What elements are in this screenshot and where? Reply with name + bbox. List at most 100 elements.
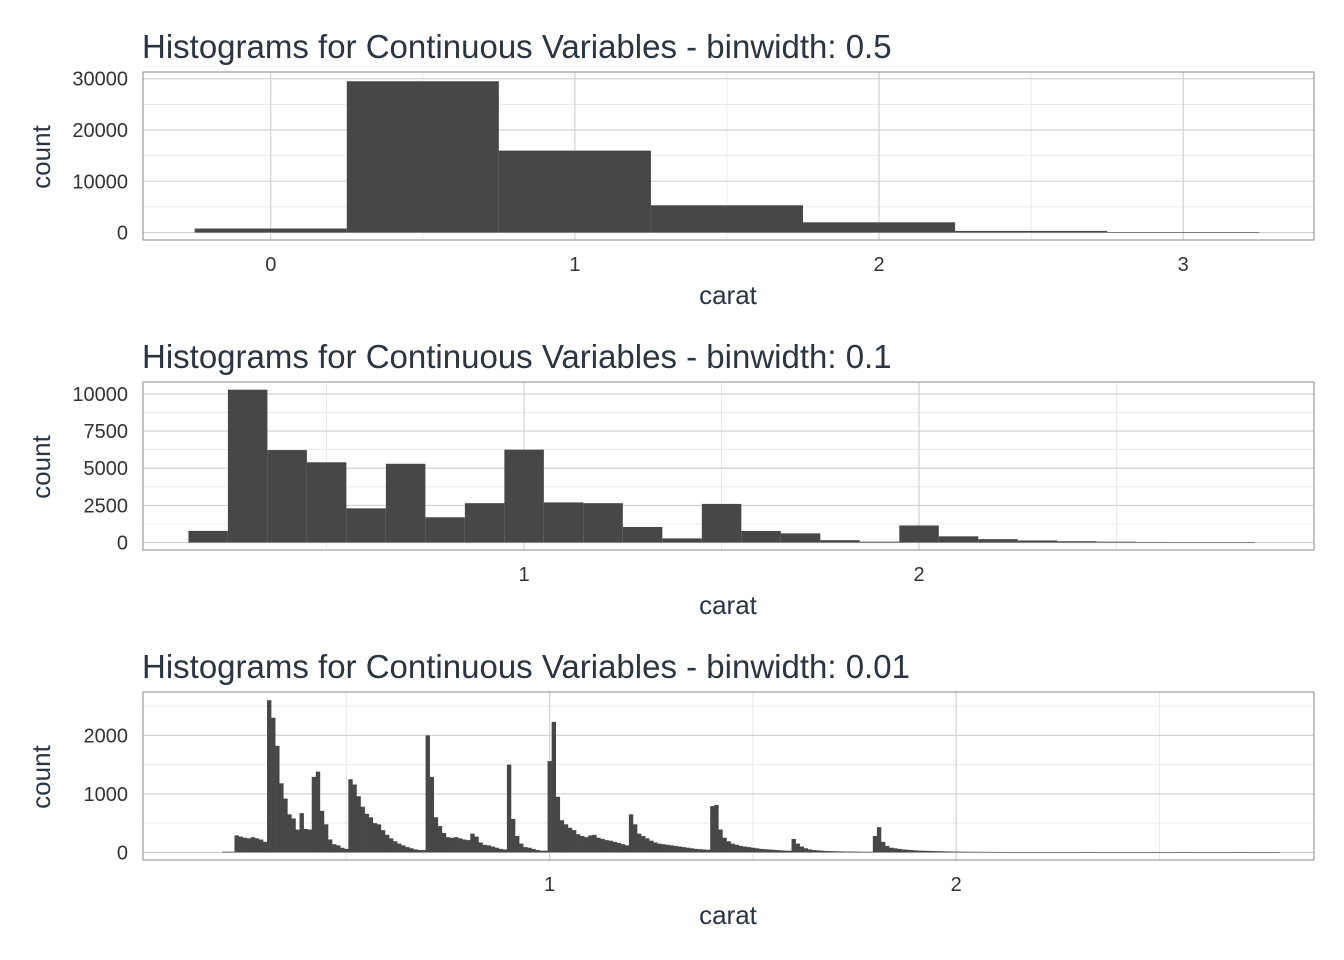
histogram-bar xyxy=(889,847,894,853)
histogram-bar xyxy=(758,848,764,853)
histogram-bar xyxy=(665,844,670,853)
histogram-bar xyxy=(454,837,459,853)
histogram-bar xyxy=(1023,852,1028,853)
histogram-bar xyxy=(982,851,987,853)
histogram-bar xyxy=(1100,852,1105,853)
histogram-bar xyxy=(1275,852,1280,853)
histogram-bar xyxy=(856,851,861,853)
histogram-bar xyxy=(1063,852,1069,853)
histogram-bar xyxy=(535,850,540,853)
histogram-bar xyxy=(795,843,800,853)
histogram-bar xyxy=(344,848,349,853)
y-tick-label: 2500 xyxy=(84,495,129,517)
histogram-bar xyxy=(283,798,288,853)
histogram-bar xyxy=(701,503,742,543)
histogram-bar xyxy=(604,840,609,853)
histogram-bar xyxy=(1157,852,1162,853)
histogram-bar xyxy=(1198,852,1203,853)
histogram-bar xyxy=(938,536,979,543)
histogram-bar xyxy=(958,851,963,853)
histogram-bar xyxy=(645,838,650,853)
histogram-bar xyxy=(1234,852,1240,853)
histogram-bar xyxy=(510,819,516,853)
histogram-bar xyxy=(555,796,561,853)
histogram-bar xyxy=(478,842,483,853)
histogram-bar xyxy=(571,830,577,853)
histogram-bar xyxy=(978,851,983,853)
x-tick-label: 1 xyxy=(519,564,530,586)
histogram-bar xyxy=(222,851,227,853)
histogram-bar xyxy=(844,851,849,853)
histogram-bar xyxy=(429,776,435,853)
histogram-bar xyxy=(543,502,584,543)
histogram-bar xyxy=(990,851,996,853)
histogram-panel-binwidth-0-01: Histograms for Continuous Variables - bi… xyxy=(26,648,1315,930)
histogram-bar xyxy=(775,850,780,853)
histogram-bar xyxy=(1068,852,1073,853)
histogram-bar xyxy=(368,817,374,853)
histogram-bar xyxy=(1259,852,1264,853)
histogram-bar xyxy=(360,806,365,853)
histogram-bar xyxy=(962,851,967,853)
histogram-bar xyxy=(771,849,776,853)
histogram-bar xyxy=(622,526,663,543)
histogram-bar xyxy=(741,530,781,543)
histogram-bar xyxy=(299,813,304,853)
histogram-bar xyxy=(1051,852,1057,853)
histogram-bar xyxy=(1027,852,1032,853)
histogram-bar xyxy=(1218,852,1223,853)
histogram-bar xyxy=(332,844,337,853)
histogram-bar xyxy=(1096,852,1101,853)
y-tick-label: 5000 xyxy=(84,458,129,480)
histogram-bar xyxy=(1039,852,1044,853)
histogram-bar xyxy=(710,806,715,853)
histogram-bar xyxy=(238,836,243,853)
histogram-bar xyxy=(649,840,654,853)
histogram-bar xyxy=(559,820,565,853)
histogram-bar xyxy=(258,839,264,853)
histogram-bar xyxy=(734,844,739,853)
histogram-bar xyxy=(306,462,347,543)
histogram-bar xyxy=(750,847,756,853)
histogram-bar xyxy=(1141,852,1146,853)
histogram-bar xyxy=(970,851,975,853)
histogram-bar xyxy=(409,848,414,853)
histogram-bar xyxy=(346,81,499,233)
histogram-bar xyxy=(876,827,882,853)
panel-title: Histograms for Continuous Variables - bi… xyxy=(142,648,910,685)
histogram-bar xyxy=(1047,852,1053,853)
histogram-bar xyxy=(1129,852,1134,853)
histogram-panel-binwidth-0-5: Histograms for Continuous Variables - bi… xyxy=(26,28,1315,310)
histogram-bar xyxy=(547,761,552,853)
histogram-bar xyxy=(742,846,748,853)
histogram-bar xyxy=(340,847,345,853)
histogram-bar xyxy=(376,824,382,853)
histogram-bar xyxy=(470,833,475,853)
histogram-bar xyxy=(466,840,471,853)
histogram-bar xyxy=(1242,852,1248,853)
histogram-bar xyxy=(933,851,939,853)
histogram-bar xyxy=(921,850,926,853)
histogram-bar xyxy=(872,836,878,853)
histogram-bar xyxy=(608,840,613,853)
histogram-bar xyxy=(628,814,634,853)
x-tick-label: 3 xyxy=(1178,254,1189,276)
y-tick-label: 2000 xyxy=(84,725,129,747)
histogram-bar xyxy=(738,845,744,853)
histogram-bar xyxy=(458,838,463,853)
histogram-bar xyxy=(1153,852,1158,853)
histogram-bar xyxy=(925,850,931,853)
histogram-bar xyxy=(352,784,357,853)
histogram-bar xyxy=(1202,852,1207,853)
y-tick-label: 0 xyxy=(117,533,128,555)
histogram-bar xyxy=(791,838,796,853)
histogram-bar xyxy=(718,829,723,853)
histogram-bar xyxy=(1107,232,1260,233)
histogram-bar xyxy=(462,839,467,853)
histogram-bar xyxy=(612,841,617,853)
histogram-bar xyxy=(397,843,402,853)
histogram-bar xyxy=(978,539,1018,543)
histogram-bar xyxy=(1043,852,1048,853)
histogram-bar xyxy=(848,851,853,853)
y-tick-label: 10000 xyxy=(72,171,128,193)
